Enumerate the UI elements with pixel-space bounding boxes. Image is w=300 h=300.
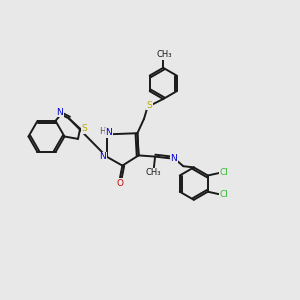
Text: N: N	[56, 108, 63, 117]
Text: H: H	[99, 127, 106, 136]
Text: Cl: Cl	[219, 168, 228, 177]
Text: N: N	[100, 152, 106, 161]
Text: Cl: Cl	[219, 190, 228, 199]
Text: N: N	[170, 154, 177, 163]
Text: O: O	[116, 178, 123, 188]
Text: S: S	[81, 124, 87, 133]
Text: N: N	[106, 128, 112, 137]
Text: CH₃: CH₃	[146, 168, 161, 177]
Text: CH₃: CH₃	[156, 50, 172, 59]
Text: S: S	[146, 101, 152, 110]
